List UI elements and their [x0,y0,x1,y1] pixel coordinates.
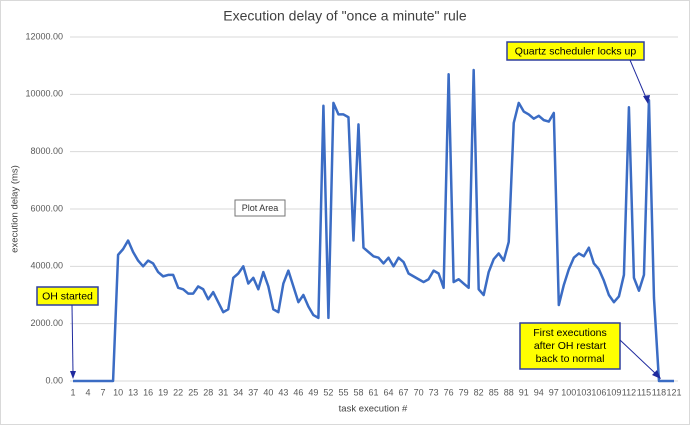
x-tick-label: 85 [489,387,499,397]
y-tick-label: 10000.00 [25,89,63,99]
note-text: Quartz scheduler locks up [515,45,637,57]
x-tick-label: 52 [323,387,333,397]
x-tick-label: 25 [188,387,198,397]
note-text: OH started [42,290,93,302]
x-axis-title: task execution # [339,404,408,415]
annotation-restart: First executions after OH restart back t… [519,322,661,379]
x-tick-label: 19 [158,387,168,397]
x-tick-label: 76 [444,387,454,397]
y-tick-label: 2000.00 [30,318,63,328]
x-tick-label: 10 [113,387,123,397]
x-tick-label: 34 [233,387,243,397]
x-tick-label: 73 [429,387,439,397]
note-text: First executions [533,327,607,339]
arrow-head [70,371,76,379]
note-text: back to normal [536,353,605,365]
x-tick-label: 91 [519,387,529,397]
arrow [619,339,657,375]
note-box [519,322,621,370]
x-tick-label: 46 [293,387,303,397]
y-tick-label: 0.00 [45,375,63,385]
x-tick-label: 61 [368,387,378,397]
note-text: after OH restart [534,340,606,352]
x-tick-label: 121 [666,387,681,397]
x-tick-label: 79 [459,387,469,397]
arrow-head [652,370,661,379]
x-tick-label: 97 [549,387,559,397]
tooltip-text: Plot Area [242,203,279,213]
x-tick-label: 70 [414,387,424,397]
note-box [506,41,645,61]
tooltip-box [234,199,286,217]
x-tick-label: 49 [308,387,318,397]
annotation-quartz: Quartz scheduler locks up [506,41,650,104]
x-tick-label: 31 [218,387,228,397]
x-tick-label: 37 [248,387,258,397]
x-tick-label: 1 [70,387,75,397]
x-tick-label: 103 [576,387,591,397]
x-tick-label: 4 [86,387,91,397]
x-tick-label: 64 [384,387,394,397]
arrow-head [643,95,650,104]
y-tick-label: 6000.00 [30,203,63,213]
grid: 0.00 2000.00 4000.00 6000.00 8000.00 10000.00… [25,31,681,397]
note-box [36,286,99,306]
x-tick-label: 28 [203,387,213,397]
tooltip: Plot Area [234,199,286,217]
plot-area [73,68,674,383]
x-tick-label: 55 [338,387,348,397]
x-tick-label: 115 [637,387,651,397]
y-tick-label: 12000.00 [25,31,63,41]
y-axis-title: execution delay (ms) [10,165,21,253]
data-line [73,68,674,383]
x-tick-label: 58 [353,387,363,397]
x-tick-label: 94 [534,387,544,397]
x-tick-label: 106 [591,387,606,397]
arrow [71,304,74,374]
x-tick-label: 43 [278,387,288,397]
x-tick-label: 22 [173,387,183,397]
x-tick-label: 88 [504,387,514,397]
chart-title: Execution delay of "once a minute" rule [223,8,467,24]
x-tick-label: 112 [622,387,636,397]
x-tick-label: 40 [263,387,273,397]
y-tick-label: 4000.00 [30,261,63,271]
x-tick-label: 16 [143,387,153,397]
x-tick-label: 7 [101,387,106,397]
x-tick-label: 109 [606,387,621,397]
x-tick-label: 13 [128,387,138,397]
annotation-oh-started: OH started [36,286,99,379]
x-tick-label: 118 [652,387,666,397]
arrow [629,59,648,101]
x-tick-label: 82 [474,387,484,397]
y-tick-label: 8000.00 [30,146,63,156]
x-tick-label: 67 [399,387,409,397]
x-tick-label: 100 [561,387,576,397]
